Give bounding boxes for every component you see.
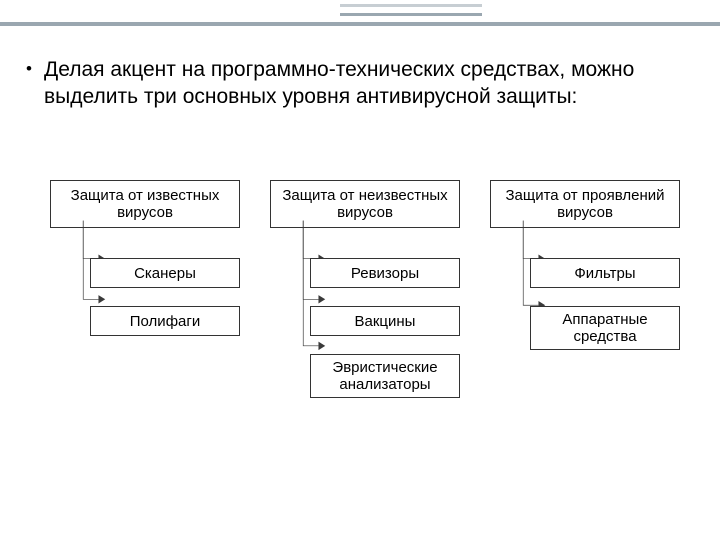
slide-bullet: • Делая акцент на программно-технических… (44, 56, 688, 111)
diagram-column-3: Защита от проявлений вирусов Фильтры Апп… (490, 180, 680, 228)
col2-child-2: Вакцины (310, 306, 460, 336)
col1-child-1: Сканеры (90, 258, 240, 288)
col1-child-2: Полифаги (90, 306, 240, 336)
short-rule-decor (340, 4, 482, 16)
diagram-column-2: Защита от неизвестных вирусов Ревизоры В… (270, 180, 460, 228)
bullet-text: Делая акцент на программно-технических с… (44, 58, 634, 108)
col3-header: Защита от проявлений вирусов (490, 180, 680, 228)
col2-child-3: Эвристические анализаторы (310, 354, 460, 398)
bullet-marker: • (26, 58, 32, 80)
top-rule-decor (0, 22, 720, 26)
col3-child-2: Аппаратные средства (530, 306, 680, 350)
col3-child-1: Фильтры (530, 258, 680, 288)
col2-header: Защита от неизвестных вирусов (270, 180, 460, 228)
col2-child-1: Ревизоры (310, 258, 460, 288)
diagram-column-1: Защита от известных вирусов Сканеры Поли… (50, 180, 240, 228)
col1-header: Защита от известных вирусов (50, 180, 240, 228)
